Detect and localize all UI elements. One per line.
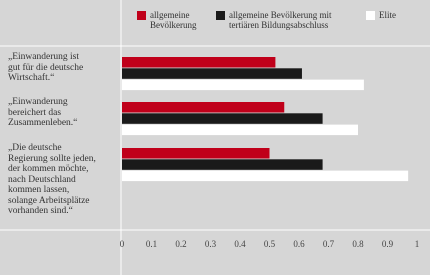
x-tick-label: 0.7 xyxy=(323,239,335,249)
x-tick-label: 0 xyxy=(120,239,125,249)
x-tick-label: 0.1 xyxy=(146,239,157,249)
legend-swatch xyxy=(137,11,146,20)
x-tick-label: 1 xyxy=(415,239,420,249)
x-tick-label: 0.6 xyxy=(293,239,305,249)
bar xyxy=(122,102,285,113)
x-tick-label: 0.8 xyxy=(352,239,364,249)
bar xyxy=(122,79,364,91)
bar xyxy=(122,170,409,182)
legend-label: allgemeine Bevölkerung mit tertiären Bil… xyxy=(229,10,332,30)
bar xyxy=(122,113,323,124)
legend-swatch xyxy=(366,11,375,20)
bar xyxy=(122,57,276,68)
bar xyxy=(122,68,302,79)
category-label: „Einwanderung ist gut für die deutsche W… xyxy=(8,52,84,83)
x-tick-label: 0.9 xyxy=(382,239,394,249)
legend-label: allgemeine Bevölkerung xyxy=(150,10,197,30)
bar xyxy=(122,124,358,136)
x-tick-label: 0.4 xyxy=(234,239,246,249)
bar xyxy=(122,159,323,170)
legend-swatch xyxy=(216,11,225,20)
legend-label: Elite xyxy=(379,10,396,20)
bar xyxy=(122,148,270,159)
x-tick-label: 0.3 xyxy=(205,239,217,249)
x-tick-label: 0.2 xyxy=(175,239,186,249)
category-label: „Die deutsche Regierung sollte jeden, de… xyxy=(8,143,96,216)
category-label: „Einwanderung bereichert das Zusammenleb… xyxy=(8,97,78,128)
x-tick-label: 0.5 xyxy=(264,239,276,249)
